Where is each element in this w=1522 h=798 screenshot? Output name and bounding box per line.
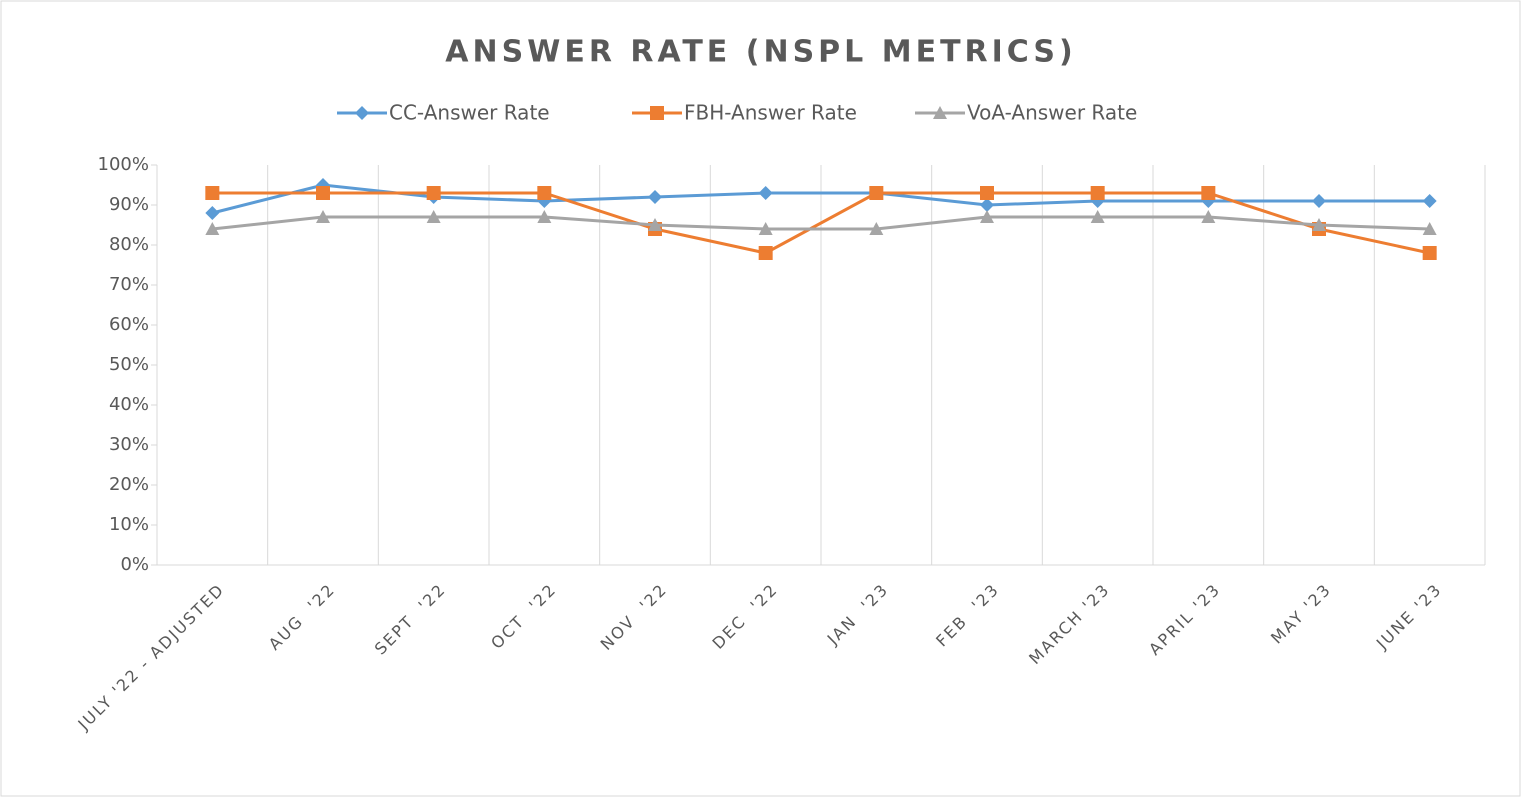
y-tick-label: 40%: [109, 394, 149, 415]
marker: [758, 186, 773, 200]
series-line: [212, 215, 1430, 231]
marker: [648, 218, 662, 231]
marker: [758, 246, 773, 260]
marker: [1312, 218, 1326, 231]
series-line: [211, 183, 1430, 215]
y-tick-label: 80%: [109, 234, 149, 255]
legend-label: VoA-Answer Rate: [967, 101, 1137, 125]
marker: [650, 106, 664, 120]
marker: [316, 210, 330, 223]
marker: [1201, 210, 1216, 223]
marker: [426, 186, 441, 200]
marker: [758, 222, 773, 235]
marker: [1422, 246, 1437, 260]
marker: [205, 206, 220, 220]
y-tick-label: 70%: [109, 274, 149, 295]
y-tick-label: 60%: [109, 314, 149, 335]
marker: [537, 210, 552, 223]
y-tick-label: 20%: [109, 474, 149, 495]
y-tick-label: 10%: [109, 514, 149, 535]
y-tick-label: 30%: [109, 434, 149, 455]
y-tick-label: 0%: [120, 554, 149, 575]
marker: [205, 222, 220, 235]
marker: [1312, 194, 1326, 208]
series-line: [212, 191, 1430, 255]
marker: [1422, 222, 1437, 235]
marker: [648, 190, 662, 204]
marker: [980, 186, 994, 200]
marker: [869, 222, 884, 235]
marker: [316, 186, 330, 200]
legend-label: CC-Answer Rate: [389, 101, 550, 125]
marker: [355, 106, 369, 120]
marker: [1090, 186, 1105, 200]
marker: [537, 186, 552, 200]
marker: [1090, 210, 1105, 223]
marker: [869, 186, 884, 200]
marker: [205, 186, 220, 200]
marker: [1201, 186, 1216, 200]
legend-label: FBH-Answer Rate: [684, 101, 857, 125]
y-tick-label: 50%: [109, 354, 149, 375]
y-tick-label: 100%: [98, 154, 149, 175]
marker: [980, 198, 994, 212]
chart-title: ANSWER RATE (NSPL METRICS): [445, 35, 1076, 70]
y-tick-label: 90%: [109, 194, 149, 215]
marker: [426, 210, 441, 223]
marker: [1422, 194, 1437, 208]
marker: [980, 210, 994, 223]
marker: [933, 106, 947, 119]
